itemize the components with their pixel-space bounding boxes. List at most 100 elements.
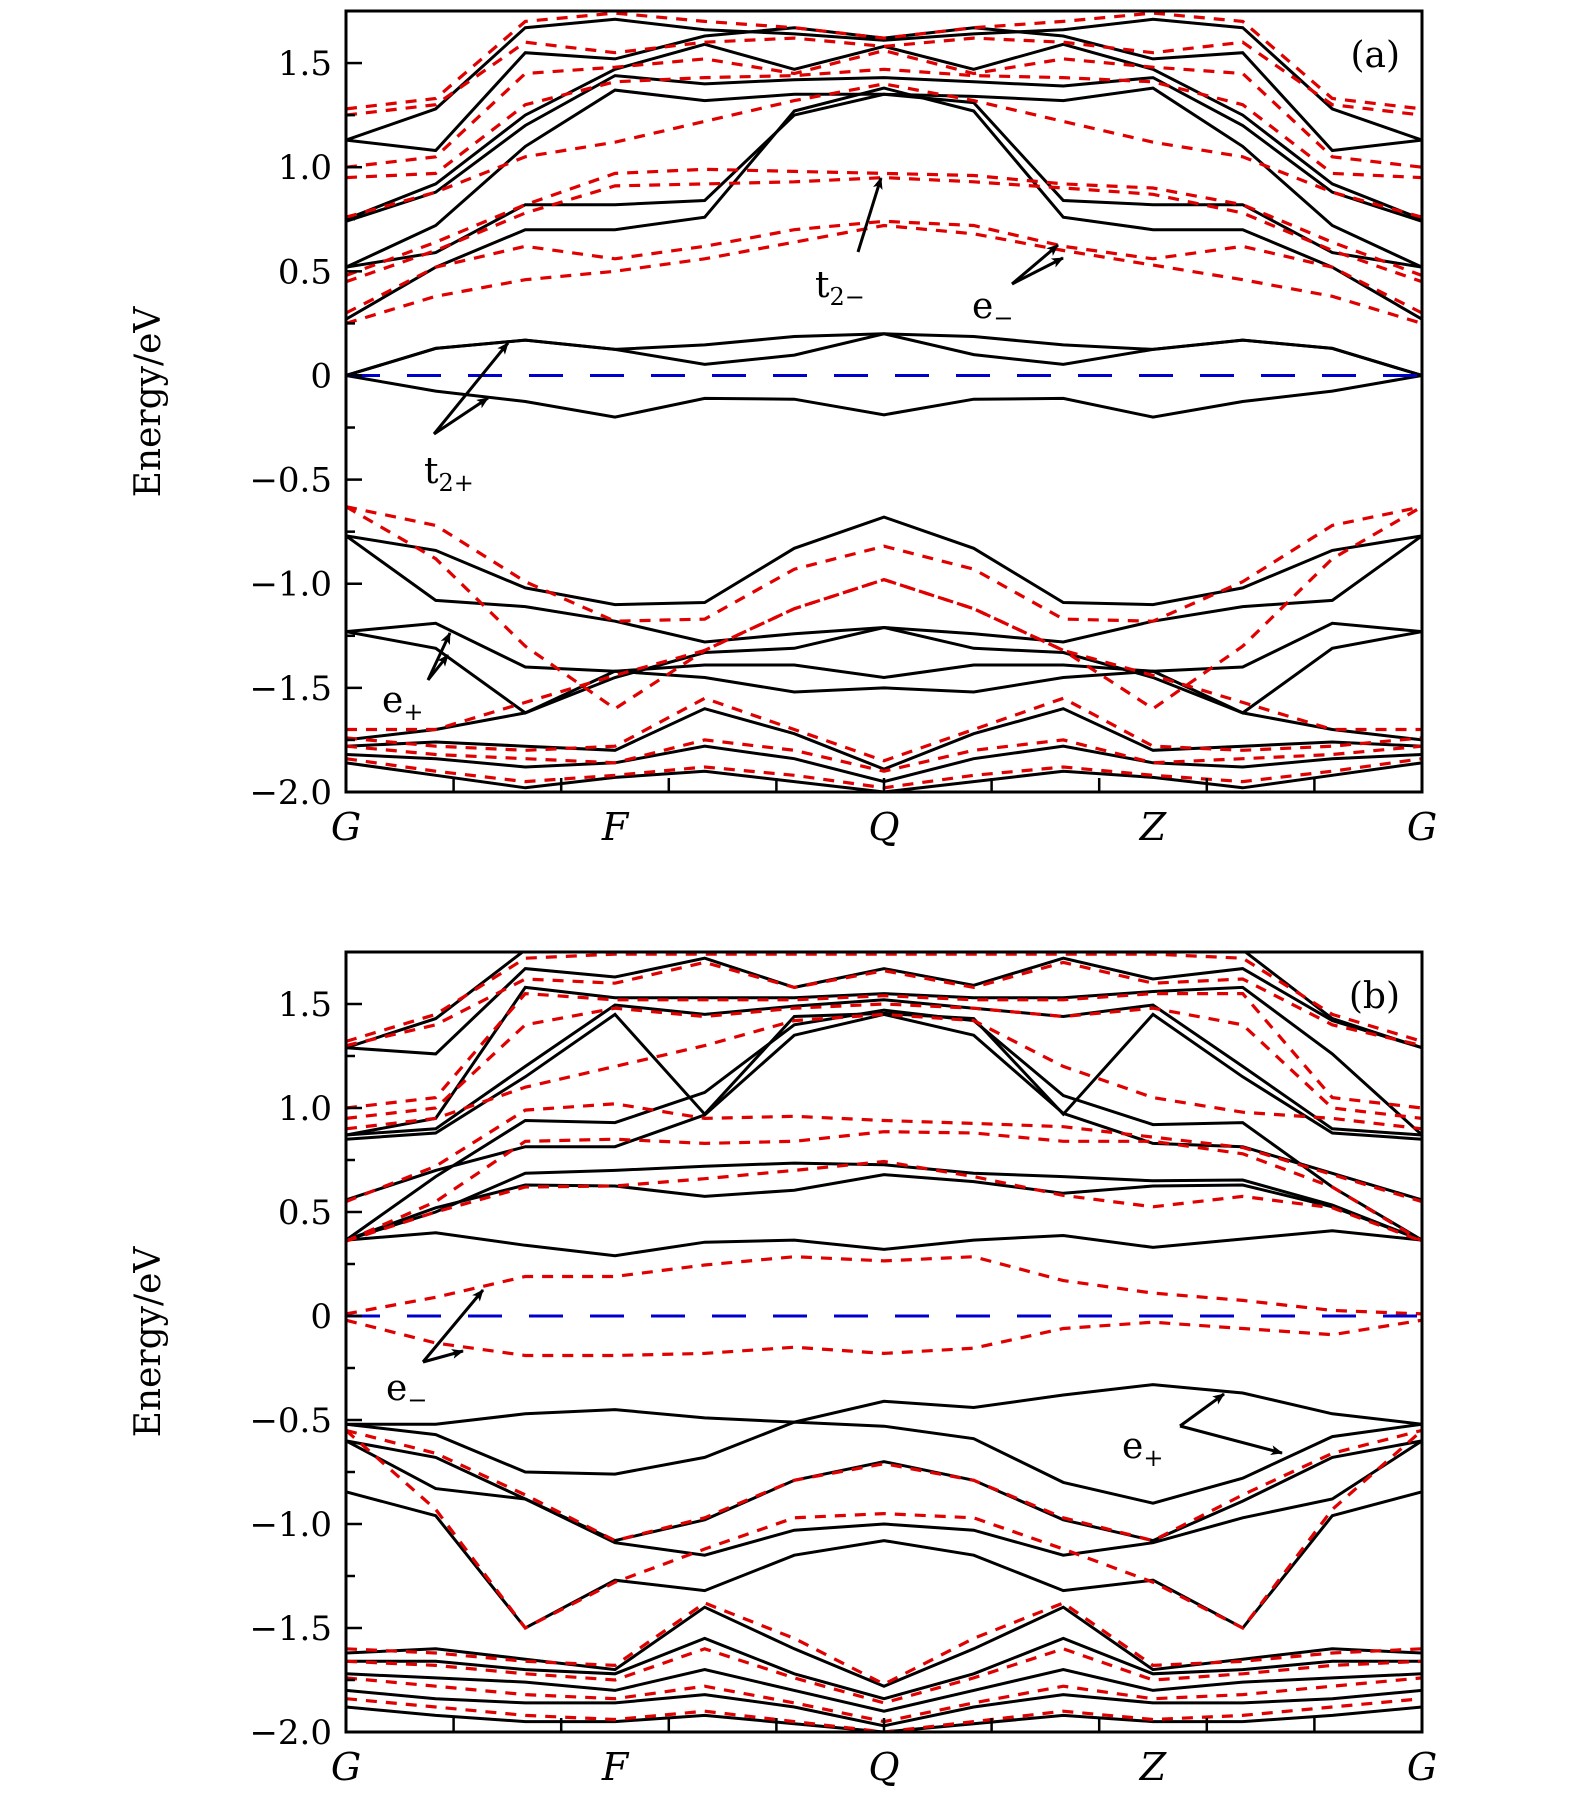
annotation-e-plus: e+ — [1122, 1392, 1283, 1472]
y-tick-label: −2.0 — [249, 1713, 332, 1753]
spin-down-band-3 — [346, 1002, 1422, 1120]
annotation-t2-minus: t2− — [815, 177, 883, 311]
x-tick-label: Z — [1139, 805, 1167, 849]
x-tick-label: G — [1407, 805, 1437, 849]
x-tick-label: Z — [1139, 1745, 1167, 1789]
x-tick-label: F — [601, 805, 630, 849]
y-tick-label: −1.0 — [249, 1505, 332, 1545]
y-tick-label: −0.5 — [249, 1401, 332, 1441]
spin-up-band-3 — [346, 998, 1422, 1137]
annotation-t2-plus: t2+ — [424, 342, 510, 497]
spin-up-band-5 — [346, 92, 1422, 269]
annotation-e-plus: e+ — [382, 632, 452, 726]
annotation-e-minus: e− — [386, 1289, 485, 1414]
annotation-label: t2+ — [424, 451, 474, 497]
y-tick-label: 1.0 — [278, 1089, 332, 1129]
spin-down-band-0 — [346, 11, 1422, 111]
spin-up-band-16 — [346, 744, 1422, 784]
y-tick-label: 1.5 — [278, 44, 332, 84]
spin-up-band-2 — [346, 42, 1422, 221]
bands-layer — [346, 952, 1422, 1732]
y-tick-label: −0.5 — [249, 461, 332, 501]
spin-up-band-6 — [346, 86, 1422, 321]
annotation-e-minus: e− — [972, 243, 1064, 332]
spin-down-band-2 — [346, 991, 1422, 1110]
arrow — [421, 1289, 485, 1363]
spin-up-band-2 — [346, 985, 1422, 1137]
y-axis-title: Energy/eV — [128, 1246, 169, 1438]
spin-up-band-9 — [346, 1229, 1422, 1258]
spin-down-band-7 — [346, 219, 1422, 315]
spin-down-band-1 — [346, 36, 1422, 117]
spin-down-band-7 — [346, 1159, 1422, 1243]
spin-down-band-5 — [346, 167, 1422, 277]
arrow — [433, 396, 489, 436]
spin-up-band-16 — [346, 1636, 1422, 1701]
spin-up-band-7 — [346, 332, 1422, 377]
arrow — [422, 1349, 464, 1364]
spin-down-band-8 — [346, 1255, 1422, 1316]
spin-up-band-3 — [346, 74, 1422, 223]
spin-up-band-12 — [346, 621, 1422, 680]
y-tick-label: 0 — [310, 356, 332, 396]
spin-down-band-13 — [346, 1647, 1422, 1705]
spin-up-band-1 — [346, 956, 1422, 1056]
spin-down-band-6 — [346, 1130, 1422, 1243]
spin-down-band-9 — [346, 1318, 1422, 1358]
spin-up-band-8 — [346, 332, 1422, 377]
panel-label: (b) — [1349, 976, 1400, 1017]
spin-up-band-13 — [346, 1439, 1422, 1557]
spin-down-band-5 — [346, 1102, 1422, 1204]
spin-up-band-14 — [346, 669, 1422, 742]
spin-down-band-1 — [346, 960, 1422, 1048]
spin-up-band-8 — [346, 1173, 1422, 1242]
spin-up-band-13 — [346, 625, 1422, 715]
annotation-label: e+ — [382, 680, 423, 726]
spin-down-band-15 — [346, 1697, 1422, 1732]
arrow — [856, 177, 883, 253]
spin-up-band-9 — [346, 374, 1422, 419]
spin-down-band-12 — [346, 696, 1422, 763]
spin-down-band-4 — [346, 82, 1422, 219]
y-tick-label: −1.0 — [249, 565, 332, 605]
arrow — [432, 342, 510, 435]
y-tick-label: 1.5 — [278, 985, 332, 1025]
spin-up-band-17 — [346, 761, 1422, 792]
spin-up-band-11 — [346, 1420, 1422, 1505]
bands-layer — [346, 11, 1422, 792]
axes: 1.51.00.50−0.5−1.0−1.5−2.0G F Q Z G — [249, 9, 1437, 849]
x-tick-label: G — [1407, 1745, 1437, 1789]
arrow — [1011, 243, 1059, 286]
annotation-label: e+ — [1122, 1426, 1163, 1472]
y-axis-title: Energy/eV — [128, 306, 169, 498]
annotation-label: e− — [972, 286, 1013, 332]
spin-down-band-11 — [346, 1429, 1422, 1631]
spin-down-band-9 — [346, 505, 1422, 623]
y-tick-label: 0.5 — [278, 252, 332, 292]
y-tick-label: 0 — [310, 1297, 332, 1337]
spin-down-band-3 — [346, 67, 1422, 180]
spin-up-band-4 — [346, 86, 1422, 269]
y-tick-label: 1.0 — [278, 148, 332, 188]
spin-up-band-15 — [346, 1605, 1422, 1688]
spin-up-band-0 — [346, 17, 1422, 142]
x-tick-label: G — [331, 1745, 361, 1789]
spin-up-band-17 — [346, 1668, 1422, 1713]
panel-label: (a) — [1350, 35, 1400, 76]
plot-frame — [344, 950, 1424, 1734]
spin-up-band-6 — [346, 1008, 1422, 1242]
y-tick-label: −1.5 — [249, 1609, 332, 1649]
x-tick-label: Q — [868, 805, 899, 849]
axes: 1.51.00.50−0.5−1.0−1.5−2.0G F Q Z G — [249, 950, 1437, 1789]
arrow — [1179, 1392, 1225, 1428]
arrow — [1179, 1424, 1283, 1456]
panel-a: 1.51.00.50−0.5−1.0−1.5−2.0G F Q Z G Energy/e… — [128, 9, 1437, 849]
spin-up-band-7 — [346, 1161, 1422, 1242]
spin-down-band-11 — [346, 577, 1422, 732]
arrow — [1011, 256, 1064, 286]
panel-b: 1.51.00.50−0.5−1.0−1.5−2.0G F Q Z G Energy/e… — [128, 950, 1437, 1789]
arrow — [426, 654, 450, 681]
y-tick-label: −1.5 — [249, 669, 332, 709]
spin-down-band-4 — [346, 1012, 1422, 1131]
